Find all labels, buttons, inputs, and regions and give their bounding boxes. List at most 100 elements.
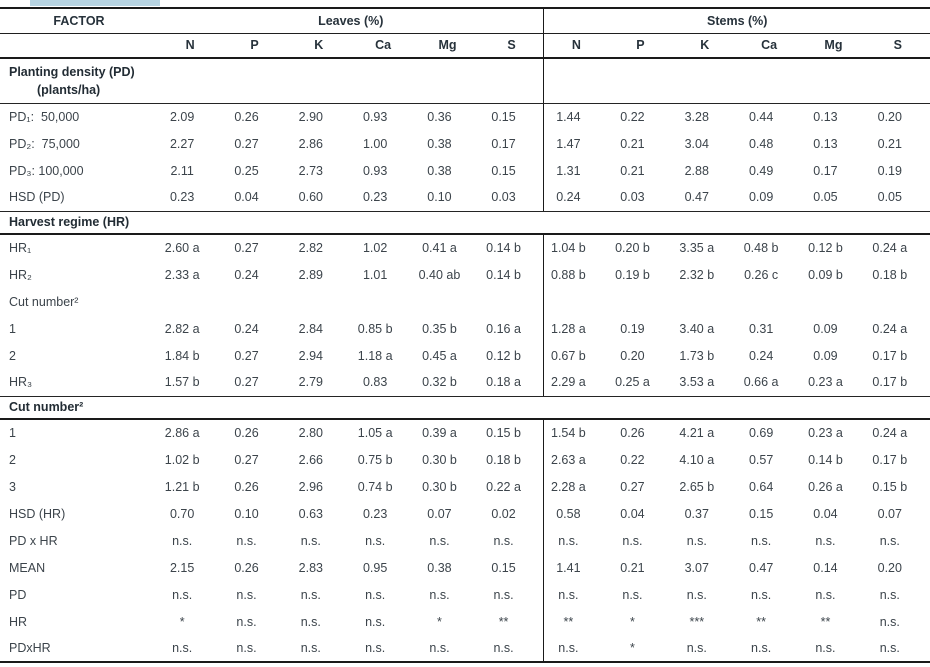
- value-cell-leaves: n.s.: [300, 587, 321, 602]
- value-cell-leaves: 0.38: [427, 163, 452, 178]
- value-cell-leaves: 0.75 b: [357, 452, 393, 467]
- factor-cell: 2: [9, 348, 16, 363]
- value-cell-stems: 0.21: [620, 163, 645, 178]
- factor-cell: MEAN: [9, 560, 46, 575]
- value-cell-leaves: 0.95: [362, 560, 388, 575]
- table-row: HSD (HR) 0.70 0.10 0.63 0.23 0.07 0.02 0.58 0.04…: [0, 500, 930, 527]
- value-cell-stems: 0.17 b: [865, 369, 930, 397]
- value-cell-stems: 0.09: [813, 348, 838, 363]
- value-cell-leaves: 0.35 b: [422, 321, 457, 336]
- value-cell-leaves: 2.83: [298, 560, 323, 575]
- value-cell-leaves: 1.02 b: [164, 452, 200, 467]
- factor-cell: HR₃: [0, 369, 158, 397]
- value-cell-stems: 0.22: [620, 109, 645, 124]
- value-cell-stems: 0.58: [543, 500, 609, 527]
- value-cell-leaves: 2.96: [298, 479, 323, 494]
- value-cell-stems: [801, 288, 865, 315]
- value-cell-leaves: 0.04: [222, 184, 287, 212]
- value-cell-stems: 0.47: [748, 560, 774, 575]
- value-cell-stems: 0.24: [748, 348, 774, 363]
- value-cell-leaves: 0.26: [234, 560, 259, 575]
- stems-group-header: Stems (%): [543, 8, 930, 34]
- value-cell-stems: 0.64: [748, 479, 774, 494]
- value-cell-leaves: 2.66: [298, 452, 323, 467]
- factor-cell: Cut number²: [9, 294, 79, 309]
- value-cell-leaves: 0.30 b: [422, 479, 457, 494]
- value-cell-leaves: n.s.: [172, 641, 193, 655]
- value-cell-leaves: n.s.: [493, 641, 514, 655]
- value-cell-leaves: 0.27: [222, 369, 287, 397]
- value-cell-leaves: n.s.: [493, 533, 514, 548]
- value-cell-stems: 1.54 b: [543, 419, 609, 446]
- value-cell-leaves: n.s.: [172, 533, 193, 548]
- factor-cell: HSD (HR): [9, 506, 66, 521]
- value-cell-leaves: 2.86 a: [164, 426, 200, 440]
- value-cell-leaves: 0.26: [234, 426, 259, 440]
- value-cell-leaves: 0.93: [362, 109, 388, 124]
- table-row: 3 1.21 b 0.26 2.96 0.74 b 0.30 b 0.22 a 2.28 a 0…: [0, 473, 930, 500]
- factor-cell: PD₂: 75,000: [9, 136, 80, 151]
- value-cell-leaves: 0.93: [362, 163, 388, 178]
- factor-cell: HR₁: [9, 241, 32, 255]
- value-cell-leaves: 2.73: [298, 163, 323, 178]
- value-cell-stems: n.s.: [543, 581, 609, 608]
- value-cell-stems: 0.69: [748, 426, 774, 440]
- value-cell-leaves: [415, 288, 479, 315]
- value-cell-leaves: 0.23: [350, 184, 416, 212]
- value-cell-stems: **: [756, 614, 766, 629]
- factor-cell: HR: [9, 614, 28, 629]
- value-cell-leaves: 2.86: [298, 136, 323, 151]
- value-cell-stems: 1.73 b: [679, 348, 715, 363]
- value-cell-stems: 4.21 a: [679, 426, 715, 440]
- value-cell-stems: **: [820, 614, 831, 629]
- value-cell-stems: ***: [689, 614, 705, 629]
- value-cell-stems: 4.10 a: [679, 452, 715, 467]
- value-cell-stems: 0.17 b: [872, 348, 908, 363]
- value-cell-stems: 0.17 b: [872, 452, 908, 467]
- value-cell-leaves: 0.16 a: [486, 321, 521, 336]
- factor-cell: PD: [9, 587, 27, 602]
- factor-cell: HSD (PD): [0, 184, 158, 212]
- table-row: 1 2.86 a 0.26 2.80 1.05 a 0.39 a 0.15 b 1.54 b 0…: [0, 419, 930, 446]
- subcolumn-header-stems-k: K: [672, 33, 737, 59]
- factor-cell: 2: [9, 452, 16, 467]
- value-cell-stems: 0.47: [672, 184, 737, 212]
- value-cell-stems: 1.04 b: [543, 234, 609, 261]
- value-cell-stems: n.s.: [879, 533, 900, 548]
- value-cell-stems: 0.26 c: [744, 267, 779, 282]
- value-cell-leaves: n.s.: [172, 587, 193, 602]
- value-cell-stems: 3.40 a: [679, 321, 715, 336]
- value-cell-stems: n.s.: [879, 614, 900, 629]
- value-cell-leaves: 0.10: [415, 184, 480, 212]
- value-cell-stems: 0.67 b: [543, 342, 609, 369]
- value-cell-leaves: 0.17: [491, 136, 516, 151]
- factor-cell: 3: [9, 479, 16, 494]
- value-cell-stems: 0.18 b: [872, 267, 908, 282]
- table-row: HR * n.s. n.s. n.s. * ** ** * *** ** ** n.s.: [0, 608, 930, 635]
- value-cell-stems: 0.15 b: [872, 479, 908, 494]
- table-row: 2 1.84 b 0.27 2.94 1.18 a 0.45 a 0.12 b 0.67 b 0…: [0, 342, 930, 369]
- value-cell-leaves: 1.21 b: [164, 479, 200, 494]
- table-row: MEAN 2.15 0.26 2.83 0.95 0.38 0.15 1.41 0.21 3.07…: [0, 554, 930, 581]
- value-cell-leaves: 1.18 a: [357, 348, 393, 363]
- value-cell-stems: 2.32 b: [679, 267, 715, 282]
- section-title-cell: Planting density (PD) (plants/ha): [0, 58, 544, 104]
- value-cell-stems: 0.26 a: [808, 479, 843, 494]
- factor-cell: 1: [9, 321, 16, 336]
- highlight-tab-fragment: [30, 0, 160, 6]
- value-cell-leaves: n.s.: [300, 641, 321, 655]
- value-cell-leaves: n.s.: [429, 533, 450, 548]
- value-cell-leaves: n.s.: [300, 533, 321, 548]
- value-cell-leaves: 0.27: [234, 241, 259, 255]
- value-cell-leaves: 2.27: [169, 136, 195, 151]
- value-cell-leaves: 0.15: [491, 560, 516, 575]
- value-cell-leaves: 0.10: [234, 506, 259, 521]
- value-cell-stems: 0.04: [620, 506, 645, 521]
- value-cell-leaves: *: [179, 614, 185, 629]
- value-cell-leaves: 2.94: [298, 348, 323, 363]
- table-row: PD₂: 75,000 2.27 0.27 2.86 1.00 0.38 0.17 1.47 0…: [0, 130, 930, 157]
- value-cell-stems: [673, 288, 737, 315]
- value-cell-stems: n.s.: [815, 641, 836, 655]
- value-cell-leaves: 0.74 b: [357, 479, 393, 494]
- value-cell-leaves: 2.82 a: [164, 321, 200, 336]
